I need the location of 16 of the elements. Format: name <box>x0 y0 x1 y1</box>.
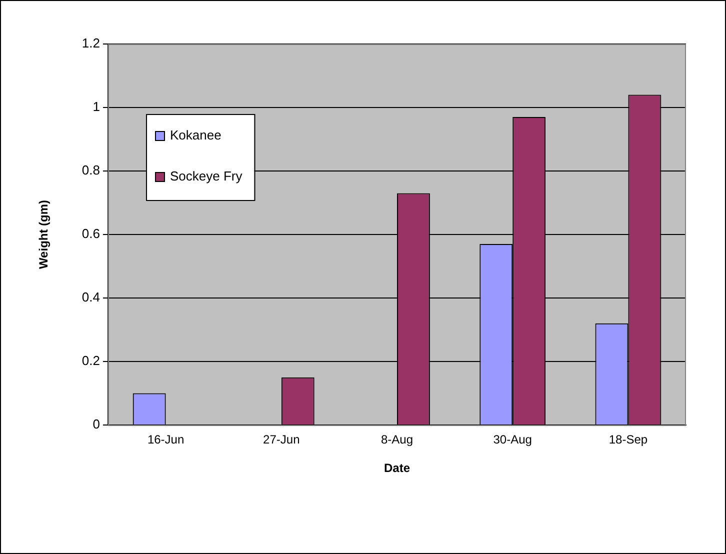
y-tick-label: 1 <box>92 99 100 114</box>
x-tick-label: 30-Aug <box>493 432 532 447</box>
y-axis-title: Weight (gm) <box>36 200 51 270</box>
y-tick-label: 0.2 <box>82 353 100 368</box>
y-tick-label: 0.6 <box>82 226 100 242</box>
y-tick-label: 0.4 <box>82 290 100 305</box>
x-tick-label: 27-Jun <box>263 432 300 447</box>
x-axis-title: Date <box>384 461 410 476</box>
x-tick-label: 18-Sep <box>608 432 648 447</box>
x-tick-label: 8-Aug <box>380 432 414 447</box>
y-tick-label: 0 <box>92 416 100 432</box>
x-tick-label: 16-Jun <box>147 432 184 447</box>
y-tick-label: 1.2 <box>82 36 100 51</box>
y-tick-label: 0.8 <box>82 162 100 178</box>
legend-label: Sockeye Fry <box>170 168 243 184</box>
legend-label: Kokanee <box>170 128 222 143</box>
